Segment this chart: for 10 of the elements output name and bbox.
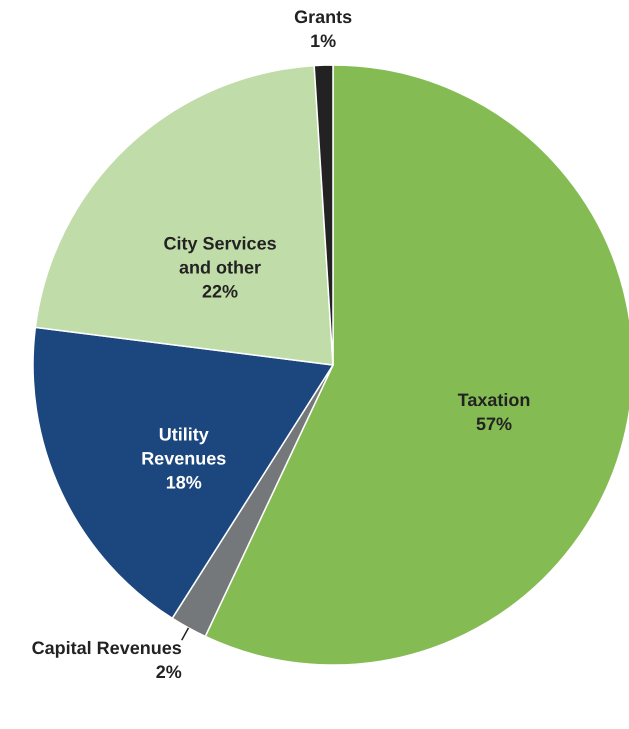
- slice-label: Capital Revenues: [32, 638, 182, 658]
- slice-label: Grants: [294, 7, 352, 28]
- data-label: 57%: [476, 414, 512, 434]
- data-label: 22%: [202, 282, 238, 302]
- data-label: 18%: [166, 472, 202, 492]
- slice-label: Taxation: [458, 390, 530, 410]
- data-label: 1%: [310, 31, 336, 52]
- slice-label: Utility Revenues: [141, 424, 226, 468]
- data-label: 2%: [156, 662, 182, 682]
- slice-label: City Services and other: [164, 234, 277, 278]
